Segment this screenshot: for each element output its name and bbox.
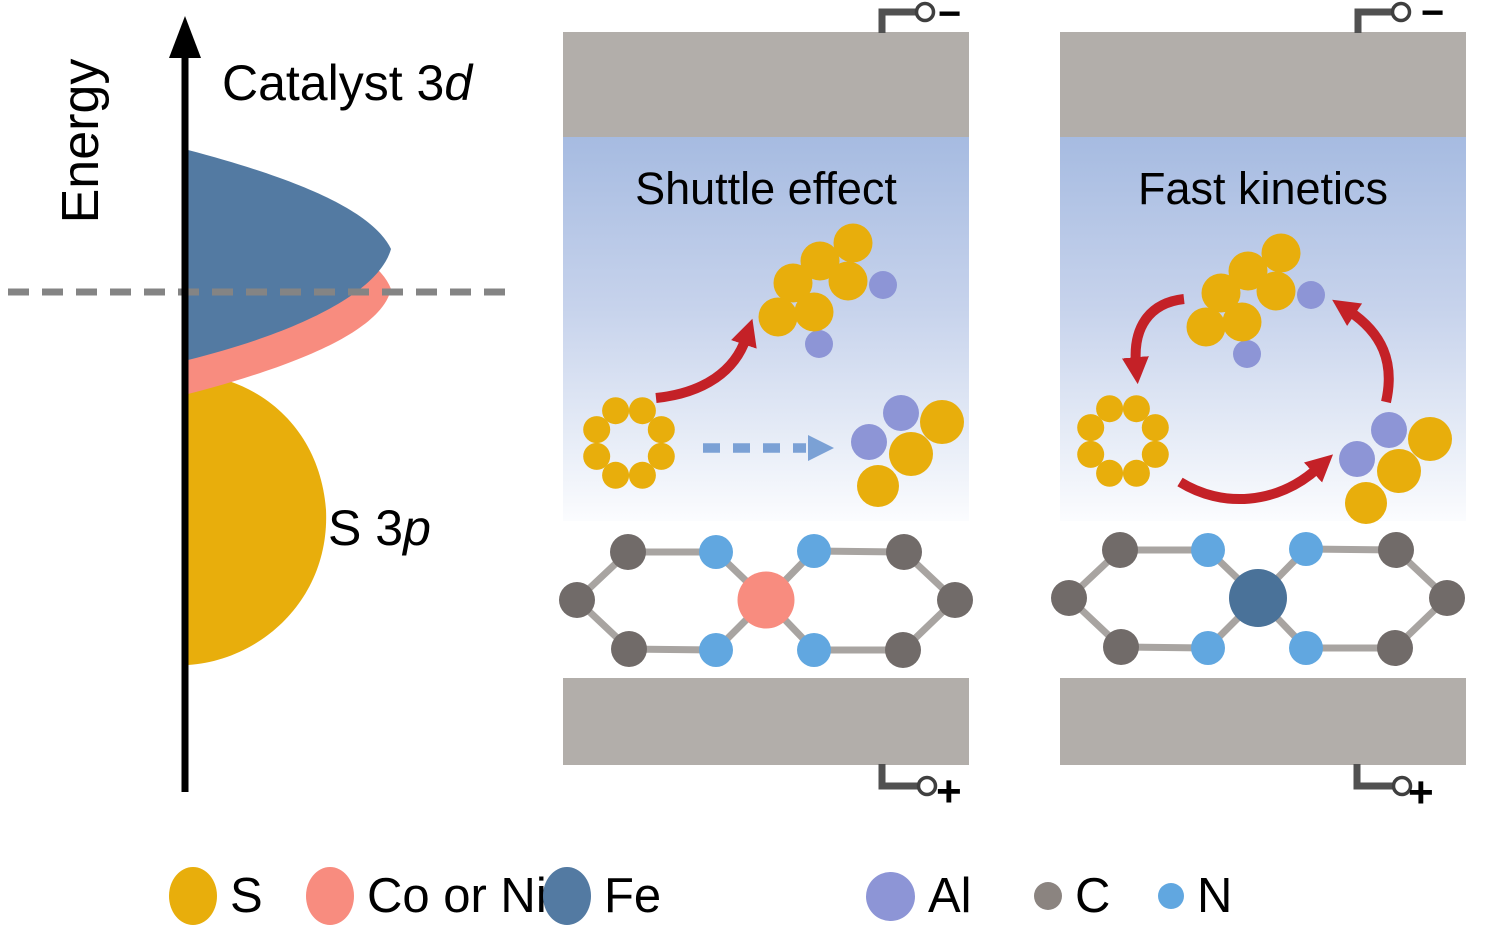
s-3p-orbital-letter: p [403, 500, 431, 556]
fe-3d-band-lobe [188, 150, 391, 360]
shuttle-top-electrode [563, 32, 969, 137]
energy-level-diagram [8, 16, 512, 792]
legend-item-al: Al [866, 866, 972, 926]
shuttle-positive-terminal-sign: + [936, 767, 962, 816]
catalyst-3d-orbital-letter: d [444, 55, 473, 111]
shuttle-red-arrow [655, 318, 757, 403]
legend-item-co-or-ni: Co or Ni [306, 866, 547, 926]
legend-label: Co or Ni [367, 869, 547, 923]
shuttle-top-wire [878, 8, 916, 33]
legend-item-n: N [1158, 866, 1232, 926]
legend-label: N [1197, 869, 1233, 923]
shuttle-bottom-wire [878, 764, 918, 790]
shuttle-top-terminal-icon [914, 1, 936, 23]
legend-item-c: C [1034, 866, 1110, 926]
shuttle-dashed-arrow [703, 435, 834, 461]
fast-bottom-terminal-icon [1391, 775, 1413, 797]
fast-fe-atom [1229, 569, 1287, 627]
legend-label: Fe [604, 869, 662, 923]
fast-positive-terminal-sign: + [1408, 768, 1434, 817]
energy-axis-label: Energy [52, 58, 110, 224]
al-dot-icon [866, 871, 915, 921]
s-3p-band-label: S 3p [328, 501, 431, 555]
s3p-band-lobe [188, 373, 327, 665]
shuttle-negative-terminal-sign: − [938, 0, 962, 36]
fast-negative-terminal-sign: − [1421, 0, 1445, 35]
fast-top-electrode [1060, 32, 1466, 137]
fast-bottom-electrode [1060, 678, 1466, 765]
legend-item-fe: Fe [543, 866, 661, 926]
fast-top-wire [1354, 8, 1392, 33]
s-3p-band-label-text: S 3 [328, 500, 404, 556]
n-dot-icon [1158, 883, 1184, 909]
fast-top-terminal-icon [1390, 1, 1412, 23]
shuttle-bottom-terminal-icon [916, 775, 938, 797]
legend-label: S [230, 869, 263, 923]
c-dot-icon [1034, 882, 1062, 910]
fast-cycle-arrow-right [1332, 299, 1394, 404]
shuttle-bottom-electrode [563, 678, 969, 765]
co-ni-dot-icon [306, 867, 354, 925]
fast-cell-title: Fast kinetics [1137, 163, 1389, 214]
energy-axis-arrowhead [169, 16, 201, 58]
shuttle-cell-title: Shuttle effect [635, 163, 897, 214]
catalyst-3d-band-label-text: Catalyst 3 [222, 55, 445, 111]
fast-cycle-arrow-bottom [1177, 454, 1334, 504]
legend-item-sulfur: S [169, 866, 263, 926]
shuttle-cell [559, 1, 973, 797]
fast-bottom-wire [1353, 764, 1393, 790]
sulfur-dot-icon [169, 867, 217, 925]
catalyst-3d-band-label: Catalyst 3d [222, 56, 472, 110]
fast-cycle-arrow-left [1121, 294, 1185, 385]
fe-dot-icon [543, 867, 591, 925]
fast-kinetics-cell [1051, 1, 1466, 797]
legend-label: Al [928, 869, 972, 923]
legend-label: C [1075, 869, 1111, 923]
shuttle-co-ni-atom [737, 571, 795, 629]
